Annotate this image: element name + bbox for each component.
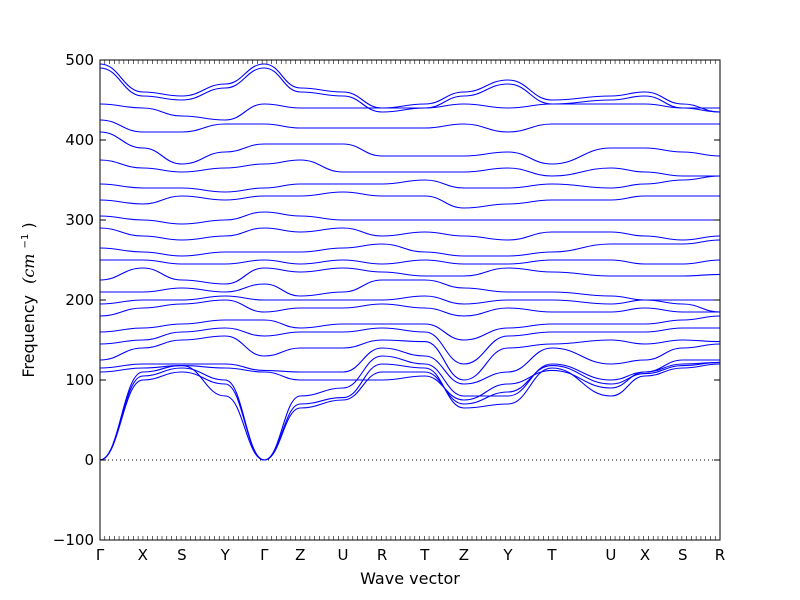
band-line	[99, 119, 720, 133]
x-tick-label: Γ	[260, 546, 269, 564]
band-line	[99, 211, 720, 225]
y-tick-label: 400	[65, 131, 94, 149]
band-line	[99, 175, 721, 193]
band-line	[99, 343, 721, 385]
y-tick-label: −100	[53, 531, 94, 549]
y-axis-ticks: −100 0 100 200 300 400 500	[53, 51, 720, 549]
x-tick-label: T	[546, 546, 557, 564]
band-line	[100, 279, 720, 301]
x-tick-label: U	[338, 546, 349, 564]
y-axis-title-main: Frequency	[19, 295, 38, 378]
x-tick-label: U	[605, 546, 616, 564]
band-line	[99, 63, 721, 113]
band-line	[99, 239, 721, 257]
x-tick-label: X	[640, 546, 650, 564]
x-tick-label: Z	[459, 546, 469, 564]
band-line	[99, 131, 721, 165]
x-tick-label: S	[678, 546, 688, 564]
band-line	[99, 295, 721, 313]
x-tick-label: Z	[295, 546, 305, 564]
x-tick-label: S	[177, 546, 187, 564]
y-axis-title: Frequency (cm −1 )	[13, 222, 38, 377]
band-line	[100, 259, 721, 265]
x-tick-label: R	[377, 546, 387, 564]
band-line	[99, 103, 720, 121]
x-tick-label: Y	[502, 546, 513, 564]
y-tick-label: 500	[65, 51, 94, 69]
band-line	[99, 363, 721, 461]
x-tick-label: T	[419, 546, 430, 564]
band-line	[99, 299, 720, 317]
y-tick-label: 0	[84, 451, 94, 469]
x-tick-label: Γ	[96, 546, 105, 564]
y-tick-label: 200	[65, 291, 94, 309]
x-axis-title: Wave vector	[360, 569, 460, 588]
band-line	[99, 267, 721, 285]
y-axis-title-unit-close: )	[19, 222, 38, 228]
y-axis-title-unit-exp: −1	[20, 234, 31, 249]
band-line	[99, 361, 721, 401]
x-tick-label: Y	[220, 546, 231, 564]
band-line	[99, 327, 720, 365]
band-line	[99, 159, 720, 177]
band-line	[99, 361, 721, 461]
band-line	[99, 335, 721, 381]
plot-area	[100, 60, 720, 540]
y-tick-label: 300	[65, 211, 94, 229]
phonon-bands	[99, 63, 721, 461]
y-axis-title-unit: (cm	[19, 254, 38, 284]
band-line	[99, 191, 720, 209]
x-tick-label: R	[715, 546, 725, 564]
x-tick-label: X	[138, 546, 148, 564]
band-line	[99, 67, 721, 113]
band-line	[99, 315, 721, 341]
y-tick-label: 100	[65, 371, 94, 389]
band-line	[99, 227, 721, 241]
